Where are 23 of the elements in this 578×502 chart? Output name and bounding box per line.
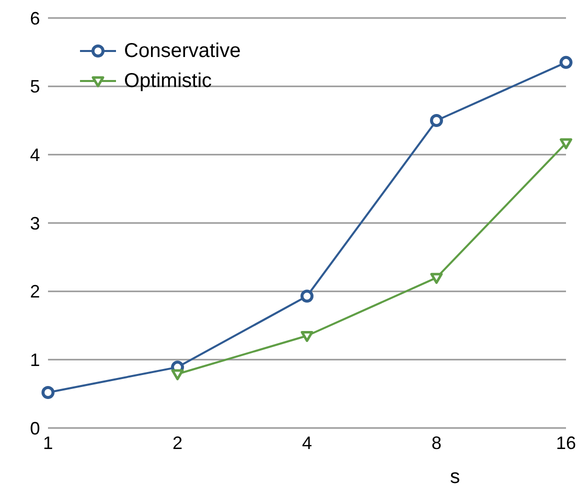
point: [430, 114, 443, 127]
point: [300, 331, 314, 342]
point: [430, 272, 443, 284]
y-tick-label: 5: [30, 76, 40, 97]
y-tick-label: 6: [30, 8, 40, 28]
point: [560, 138, 572, 150]
legend-label: Optimistic: [124, 69, 212, 94]
y-tick-label: 4: [30, 145, 40, 166]
x-tick-label: 2: [172, 432, 183, 453]
x-tick-label: 4: [302, 432, 312, 453]
x-axis-title: s: [450, 466, 460, 488]
y-tick-label: 0: [30, 418, 40, 438]
point: [300, 290, 314, 303]
point: [171, 369, 184, 380]
y-tick-label: 3: [30, 213, 40, 234]
x-tick-label: 1: [42, 432, 54, 453]
point: [560, 56, 572, 69]
legend-label: Conservative: [124, 39, 241, 64]
x-tick-label: 16: [556, 432, 576, 453]
y-tick-label: 1: [30, 350, 40, 370]
point: [42, 386, 54, 399]
x-tick-label: 8: [431, 432, 442, 453]
y-tick-label: 2: [30, 282, 40, 302]
